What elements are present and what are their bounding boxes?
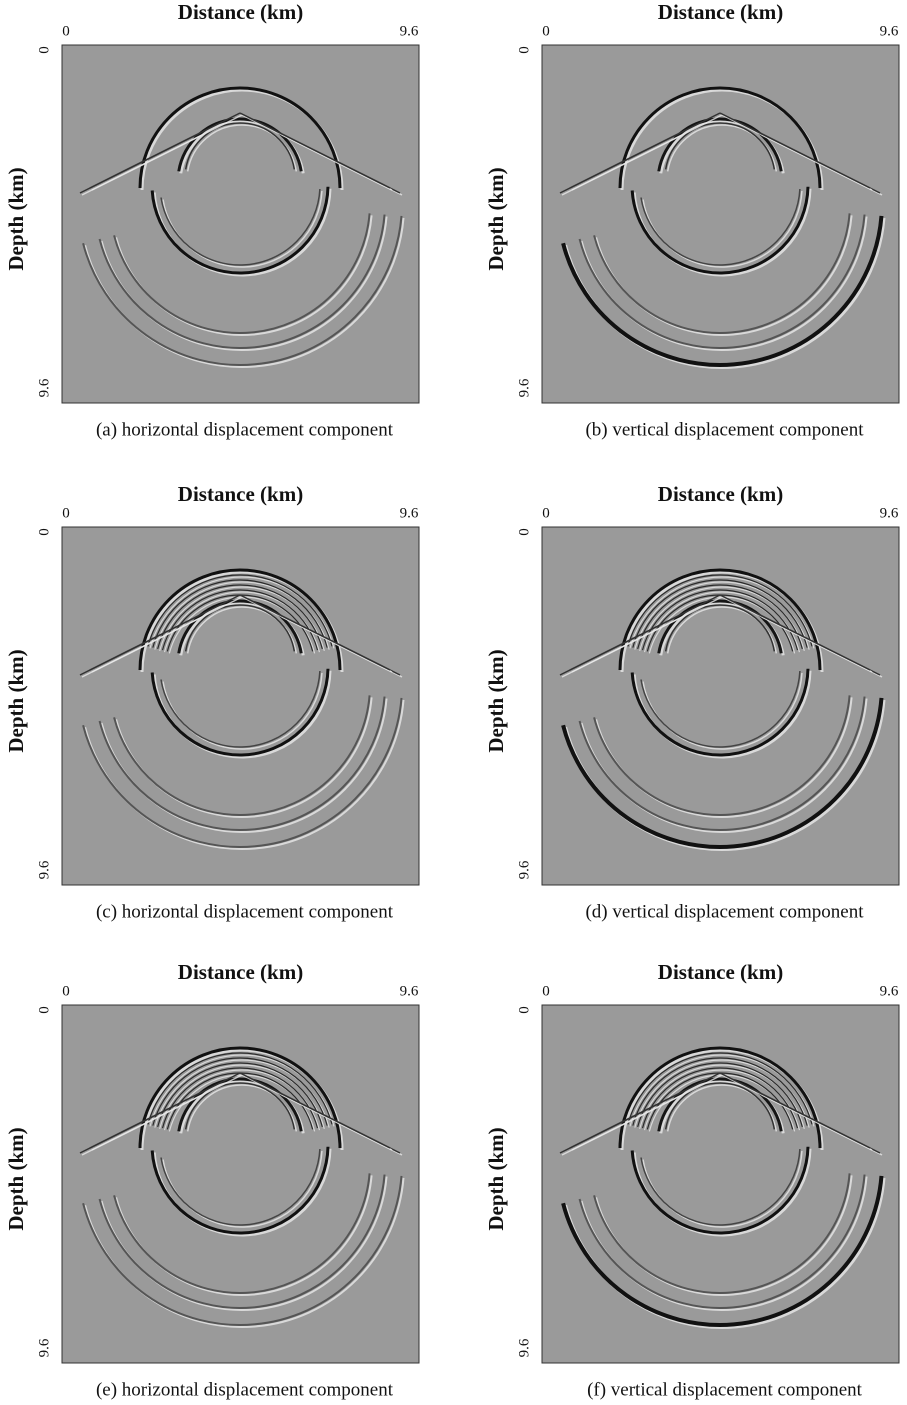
caption: (a) horizontal displacement component bbox=[96, 419, 394, 440]
panel: Distance (km) 0 9.6 Depth (km) 0 9.6 (e) horiz… bbox=[4, 960, 419, 1401]
y-axis-title: Depth (km) bbox=[484, 649, 508, 752]
y-tick-label: 9.6 bbox=[36, 378, 52, 397]
y-tick-label: 0 bbox=[36, 1006, 52, 1014]
y-tick-label: 9.6 bbox=[36, 1338, 52, 1357]
x-axis-title: Distance (km) bbox=[658, 960, 783, 984]
y-tick-label: 0 bbox=[516, 1006, 532, 1014]
panel: Distance (km) 0 9.6 Depth (km) 0 9.6 (d) verti… bbox=[484, 482, 899, 923]
y-tick-label: 9.6 bbox=[516, 1338, 532, 1357]
x-tick-label: 9.6 bbox=[400, 23, 419, 39]
x-tick-label: 0 bbox=[62, 983, 70, 999]
x-tick-label: 0 bbox=[62, 23, 70, 39]
x-axis-title: Distance (km) bbox=[178, 0, 303, 24]
caption: (e) horizontal displacement component bbox=[96, 1379, 394, 1400]
y-axis-title: Depth (km) bbox=[4, 167, 28, 270]
x-axis-title: Distance (km) bbox=[178, 960, 303, 984]
panel: Distance (km) 0 9.6 Depth (km) 0 9.6 (a) horiz… bbox=[4, 0, 419, 440]
y-tick-label: 0 bbox=[36, 528, 52, 536]
x-tick-label: 9.6 bbox=[880, 983, 899, 999]
y-axis-title: Depth (km) bbox=[4, 649, 28, 752]
x-axis-title: Distance (km) bbox=[178, 482, 303, 506]
figure: Distance (km) 0 9.6 Depth (km) 0 9.6 (a) horiz… bbox=[0, 0, 907, 1405]
y-tick-label: 0 bbox=[36, 46, 52, 54]
y-tick-label: 9.6 bbox=[516, 860, 532, 879]
y-axis-title: Depth (km) bbox=[484, 167, 508, 270]
y-tick-label: 9.6 bbox=[516, 378, 532, 397]
x-tick-label: 0 bbox=[542, 983, 550, 999]
caption: (c) horizontal displacement component bbox=[96, 901, 394, 922]
panel: Distance (km) 0 9.6 Depth (km) 0 9.6 (f) verti… bbox=[484, 960, 899, 1401]
y-tick-label: 0 bbox=[516, 46, 532, 54]
x-tick-label: 0 bbox=[542, 23, 550, 39]
x-tick-label: 0 bbox=[62, 505, 70, 521]
y-axis-title: Depth (km) bbox=[4, 1127, 28, 1230]
x-tick-label: 9.6 bbox=[880, 505, 899, 521]
y-tick-label: 9.6 bbox=[36, 860, 52, 879]
caption: (f) vertical displacement component bbox=[587, 1379, 863, 1400]
y-axis-title: Depth (km) bbox=[484, 1127, 508, 1230]
panel: Distance (km) 0 9.6 Depth (km) 0 9.6 (c) horiz… bbox=[4, 482, 419, 923]
x-axis-title: Distance (km) bbox=[658, 482, 783, 506]
caption: (b) vertical displacement component bbox=[585, 419, 864, 440]
x-axis-title: Distance (km) bbox=[658, 0, 783, 24]
caption: (d) vertical displacement component bbox=[585, 901, 864, 922]
x-tick-label: 9.6 bbox=[400, 505, 419, 521]
y-tick-label: 0 bbox=[516, 528, 532, 536]
x-tick-label: 9.6 bbox=[880, 23, 899, 39]
x-tick-label: 0 bbox=[542, 505, 550, 521]
panel: Distance (km) 0 9.6 Depth (km) 0 9.6 (b) verti… bbox=[484, 0, 899, 440]
x-tick-label: 9.6 bbox=[400, 983, 419, 999]
